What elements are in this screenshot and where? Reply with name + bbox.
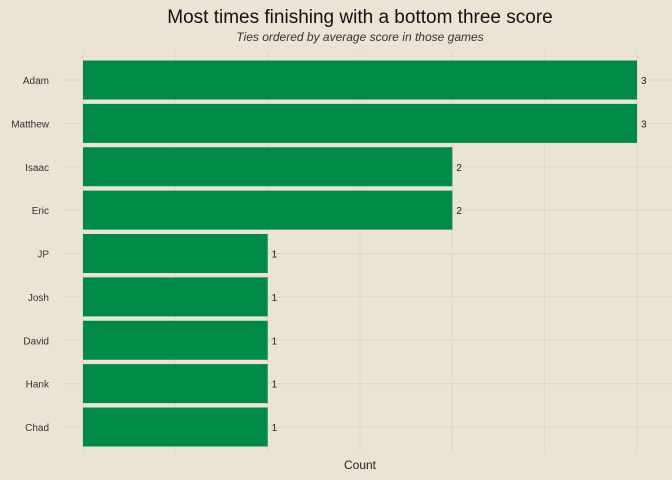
bar-chad	[83, 407, 268, 447]
category-label: Isaac	[25, 163, 49, 174]
bar-hank	[83, 364, 268, 404]
category-label: Eric	[32, 206, 49, 217]
value-label: 1	[272, 380, 278, 391]
category-label: Josh	[28, 293, 49, 304]
value-label: 3	[641, 76, 647, 87]
bar-adam	[83, 60, 637, 100]
category-labels: Adam Matthew Isaac Eric JP Josh David Hank Chad	[11, 76, 50, 434]
category-label: JP	[37, 250, 49, 261]
bars	[83, 60, 637, 447]
value-label: 3	[641, 119, 647, 130]
value-label: 1	[272, 293, 278, 304]
bar-jp	[83, 234, 268, 273]
category-label: David	[23, 336, 49, 347]
x-axis-label: Count	[343, 458, 377, 472]
value-label: 1	[272, 423, 278, 434]
bar-eric	[83, 190, 453, 230]
value-labels: 3 3 2 2 1 1 1 1 1	[272, 76, 647, 434]
bar-matthew	[83, 103, 637, 143]
value-label: 1	[272, 250, 278, 261]
category-label: Chad	[25, 423, 49, 434]
value-label: 2	[456, 206, 462, 217]
value-label: 2	[456, 163, 462, 174]
bar-isaac	[83, 147, 453, 187]
bar-david	[83, 320, 268, 360]
category-label: Matthew	[11, 119, 50, 130]
chart-title: Most times finishing with a bottom three…	[167, 7, 553, 28]
category-label: Adam	[23, 76, 49, 87]
value-label: 1	[272, 336, 278, 347]
bar-josh	[83, 277, 268, 317]
chart-subtitle: Ties ordered by average score in those g…	[236, 30, 484, 44]
category-label: Hank	[26, 380, 50, 391]
